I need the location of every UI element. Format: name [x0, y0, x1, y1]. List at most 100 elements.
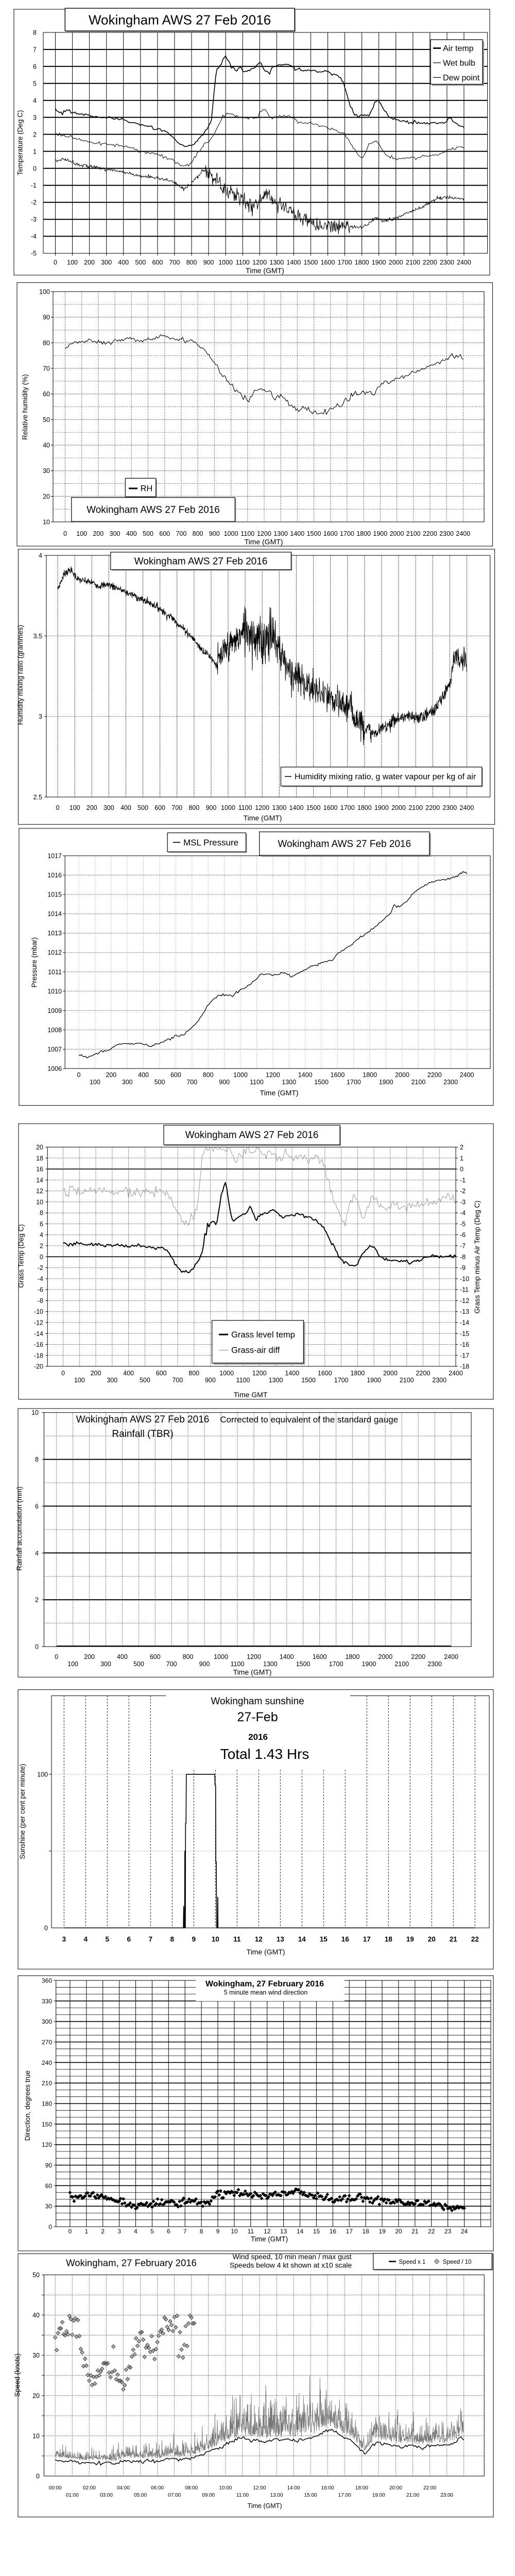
svg-text:800: 800: [188, 804, 199, 811]
svg-text:5: 5: [150, 2228, 154, 2235]
svg-text:3.5: 3.5: [33, 633, 42, 640]
svg-text:600: 600: [154, 804, 165, 811]
svg-text:500: 500: [135, 259, 146, 266]
svg-text:-2: -2: [38, 1264, 43, 1272]
svg-text:7: 7: [149, 1936, 153, 1943]
svg-text:300: 300: [100, 1660, 111, 1668]
svg-text:100: 100: [70, 804, 80, 811]
svg-text:600: 600: [152, 259, 163, 266]
svg-text:Wet bulb: Wet bulb: [443, 59, 475, 67]
svg-text:900: 900: [203, 259, 214, 266]
svg-text:4: 4: [134, 2228, 138, 2235]
svg-text:17: 17: [346, 2228, 353, 2235]
svg-text:2300: 2300: [427, 1660, 442, 1668]
svg-text:1011: 1011: [48, 969, 62, 976]
svg-text:2100: 2100: [408, 804, 423, 811]
svg-text:-5: -5: [460, 1221, 466, 1228]
svg-text:20: 20: [428, 1936, 436, 1943]
svg-text:13:00: 13:00: [270, 2493, 283, 2498]
svg-text:Wokingham, 27 February 2016: Wokingham, 27 February 2016: [205, 1980, 324, 1989]
svg-text:10: 10: [212, 1936, 219, 1943]
svg-text:30: 30: [45, 2203, 53, 2210]
svg-text:200: 200: [87, 804, 97, 811]
svg-text:3: 3: [39, 713, 42, 720]
svg-text:1800: 1800: [350, 1370, 365, 1377]
svg-text:6: 6: [40, 1221, 43, 1228]
svg-text:800: 800: [183, 1653, 194, 1660]
svg-text:13: 13: [280, 2228, 287, 2235]
svg-text:Rainfall (TBR): Rainfall (TBR): [112, 1429, 173, 1439]
svg-text:2000: 2000: [383, 1370, 398, 1377]
svg-text:700: 700: [169, 259, 180, 266]
svg-text:2200: 2200: [416, 1370, 430, 1377]
svg-text:800: 800: [203, 1072, 214, 1079]
svg-text:100: 100: [90, 1079, 100, 1086]
svg-text:2200: 2200: [425, 804, 440, 811]
svg-text:2400: 2400: [449, 1370, 463, 1377]
svg-text:800: 800: [186, 259, 197, 266]
svg-text:1800: 1800: [363, 1072, 377, 1079]
svg-text:2: 2: [460, 1144, 464, 1151]
svg-text:2000: 2000: [389, 259, 403, 266]
svg-text:-11: -11: [460, 1286, 469, 1294]
svg-text:Time (GMT): Time (GMT): [245, 538, 283, 546]
svg-text:1000: 1000: [224, 530, 238, 537]
svg-text:-10: -10: [460, 1275, 469, 1282]
svg-text:2000: 2000: [390, 530, 404, 537]
svg-text:03:00: 03:00: [100, 2493, 113, 2498]
svg-text:2100: 2100: [411, 1079, 425, 1086]
svg-text:1600: 1600: [318, 1370, 332, 1377]
svg-text:14: 14: [298, 1936, 306, 1943]
svg-text:200: 200: [93, 530, 104, 537]
svg-text:07:00: 07:00: [168, 2493, 181, 2498]
svg-text:90: 90: [43, 314, 50, 321]
svg-text:0: 0: [33, 165, 37, 172]
svg-text:1900: 1900: [367, 1377, 381, 1384]
svg-text:40: 40: [43, 442, 50, 449]
svg-text:1900: 1900: [374, 804, 389, 811]
svg-text:100: 100: [37, 1771, 48, 1778]
svg-text:Humidity mixing ratio (grammes: Humidity mixing ratio (grammes): [16, 625, 24, 725]
svg-text:10: 10: [31, 1409, 39, 1416]
svg-text:200: 200: [106, 1072, 116, 1079]
svg-text:1000: 1000: [233, 1072, 248, 1079]
svg-text:900: 900: [205, 1377, 216, 1384]
svg-text:30: 30: [32, 2352, 40, 2359]
svg-text:8: 8: [40, 1210, 43, 1217]
svg-text:5: 5: [33, 80, 37, 87]
svg-text:1700: 1700: [329, 1660, 344, 1668]
svg-text:06:00: 06:00: [151, 2485, 164, 2491]
svg-text:100: 100: [67, 259, 78, 266]
svg-text:30: 30: [43, 467, 50, 474]
svg-text:3: 3: [33, 114, 37, 121]
svg-text:1500: 1500: [303, 259, 318, 266]
svg-text:Air temp: Air temp: [443, 44, 474, 53]
svg-text:1700: 1700: [338, 259, 352, 266]
svg-text:50: 50: [32, 2272, 40, 2279]
svg-text:4: 4: [35, 1550, 39, 1557]
svg-text:700: 700: [172, 1377, 183, 1384]
svg-text:1200: 1200: [255, 804, 269, 811]
svg-text:10: 10: [43, 519, 50, 526]
svg-text:1100: 1100: [250, 1079, 264, 1086]
svg-text:Sunshine (per cent per minute): Sunshine (per cent per minute): [19, 1764, 26, 1859]
svg-text:700: 700: [186, 1079, 197, 1086]
svg-text:1017: 1017: [47, 853, 62, 860]
svg-text:17: 17: [363, 1936, 371, 1943]
svg-text:16: 16: [330, 2228, 337, 2235]
svg-text:2300: 2300: [439, 530, 454, 537]
svg-text:2200: 2200: [423, 259, 437, 266]
svg-text:1200: 1200: [247, 1653, 261, 1660]
svg-text:10:00: 10:00: [219, 2485, 232, 2491]
svg-text:2300: 2300: [432, 1377, 447, 1384]
svg-text:90: 90: [45, 2162, 53, 2169]
svg-text:400: 400: [123, 1370, 134, 1377]
svg-text:Dew point: Dew point: [443, 74, 480, 82]
svg-text:1300: 1300: [269, 259, 284, 266]
svg-text:23: 23: [444, 2228, 452, 2235]
svg-text:0: 0: [54, 259, 57, 266]
svg-text:16: 16: [36, 1166, 43, 1173]
svg-text:1700: 1700: [340, 804, 355, 811]
svg-text:1700: 1700: [347, 1079, 361, 1086]
svg-text:100: 100: [39, 289, 50, 296]
